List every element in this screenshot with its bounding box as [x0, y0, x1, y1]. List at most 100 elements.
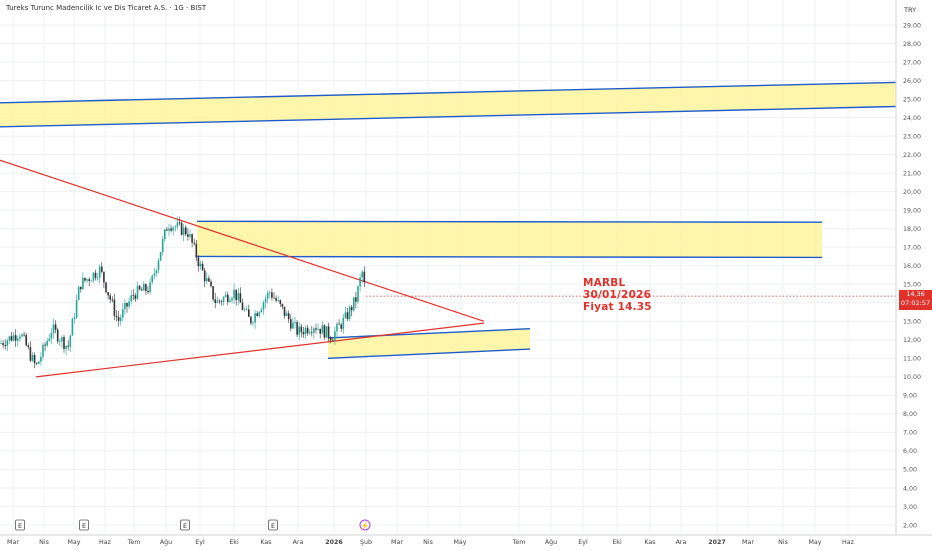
price-tick-label: 15,00 [903, 282, 921, 289]
candle-body [86, 279, 88, 281]
candle-body [266, 292, 269, 299]
candle-body [170, 228, 172, 231]
price-tick-label: 13,00 [903, 319, 921, 326]
price-tick-label: 3,00 [903, 504, 917, 511]
candle-body [311, 332, 313, 334]
candle-body [2, 343, 4, 346]
price-tick-label: 21,00 [903, 170, 921, 177]
candle-body [355, 297, 357, 302]
price-tick-label: 17,00 [903, 245, 921, 252]
candle-body [296, 322, 298, 335]
price-tick-label: 12,00 [903, 337, 921, 344]
candle-body [363, 271, 366, 283]
time-tick-label: May [67, 539, 80, 546]
candle-body [185, 227, 187, 235]
time-tick-label: Nis [778, 539, 788, 546]
time-tick-label: Eki [229, 539, 239, 546]
candle-body [50, 333, 53, 339]
candle-body [308, 332, 311, 334]
price-tick-label: 6,00 [903, 448, 917, 455]
annotation-ticker: MARBL [583, 277, 626, 289]
candle-body [264, 298, 267, 303]
candle-body [119, 317, 122, 321]
time-tick-label: Mar [391, 539, 403, 546]
price-tick-label: 25,00 [903, 96, 921, 103]
candle-body [115, 315, 118, 317]
candle-body [35, 363, 38, 364]
candle-body [290, 319, 292, 329]
candle-body [105, 282, 107, 293]
candle-body [237, 293, 240, 301]
earnings-marker-label: E [183, 522, 187, 530]
zone-middle-top-line [196, 220, 823, 223]
candle-body [346, 312, 349, 320]
candle-body [172, 227, 174, 231]
price-tick-label: 20,00 [903, 189, 921, 196]
zone-middle [197, 221, 822, 258]
candle-body [42, 344, 44, 357]
candle-body [187, 234, 189, 237]
price-tick-label: 18,00 [903, 226, 921, 233]
time-tick-label: Haz [842, 539, 855, 546]
trendline-ascending [35, 322, 485, 378]
candle-body [353, 297, 355, 311]
price-tick-label: 23,00 [903, 133, 921, 140]
candle-body [235, 289, 237, 301]
candle-body [319, 328, 321, 334]
last-price-countdown: 07:02:57 [900, 299, 931, 307]
candle-body [109, 295, 111, 300]
candle-body [132, 295, 135, 296]
candle-body [250, 316, 252, 324]
candle-body [40, 356, 42, 362]
candle-body [157, 260, 160, 271]
candle-body [327, 326, 330, 338]
candle-body [48, 338, 51, 342]
candle-body [239, 293, 242, 303]
time-tick-label: Tem [127, 539, 141, 546]
candle-body [182, 227, 185, 235]
candle-body [273, 297, 275, 299]
price-tick-label: 26,00 [903, 78, 921, 85]
candle-body [46, 341, 48, 346]
candle-body [294, 322, 296, 323]
candle-body [0, 343, 2, 344]
earnings-marker [79, 519, 89, 531]
candle-body [103, 271, 105, 283]
candle-body [340, 324, 342, 329]
candle-body [323, 325, 326, 338]
candle-body [17, 338, 19, 341]
candle-body [357, 286, 359, 302]
candle-body [92, 272, 95, 281]
candle-body [23, 334, 25, 336]
candle-body [117, 316, 120, 321]
candle-body [243, 309, 246, 311]
candle-body [283, 306, 286, 316]
price-tick-label: 29,00 [903, 22, 921, 29]
price-axis[interactable]: TRY 2,00 3,00 4,00 5,00 6,00 7,00 8,00 9,00 10,00… [895, 0, 921, 535]
last-price-tag: 14,36 07:02:57 [899, 290, 932, 310]
candle-body [359, 277, 361, 287]
candles [0, 216, 896, 369]
lightning-icon [359, 519, 371, 531]
time-axis[interactable]: Mar Nis May Haz Tem Ağu Eyl Eki Kas Ara 2026 Şub Mar… [0, 534, 932, 546]
candle-body [252, 322, 254, 324]
candle-body [229, 300, 231, 302]
chart-title: Tureks Turunc Madencilik Ic ve Dis Ticar… [6, 4, 207, 12]
candle-body [143, 284, 145, 291]
candle-body [147, 290, 149, 293]
candle-body [212, 286, 214, 300]
candle-body [262, 302, 265, 310]
candle-body [233, 289, 235, 299]
time-tick-label: Mar [7, 539, 19, 546]
candle-body [199, 263, 202, 267]
candle-body [67, 345, 69, 347]
candle-body [348, 307, 351, 320]
zone-upper-bottom-line [0, 105, 897, 128]
candle-body [14, 335, 17, 341]
price-tick-label: 9,00 [903, 393, 917, 400]
candle-body [168, 228, 170, 231]
candle-body [231, 298, 233, 301]
price-tick-label: 5,00 [903, 467, 917, 474]
candle-body [122, 309, 124, 318]
